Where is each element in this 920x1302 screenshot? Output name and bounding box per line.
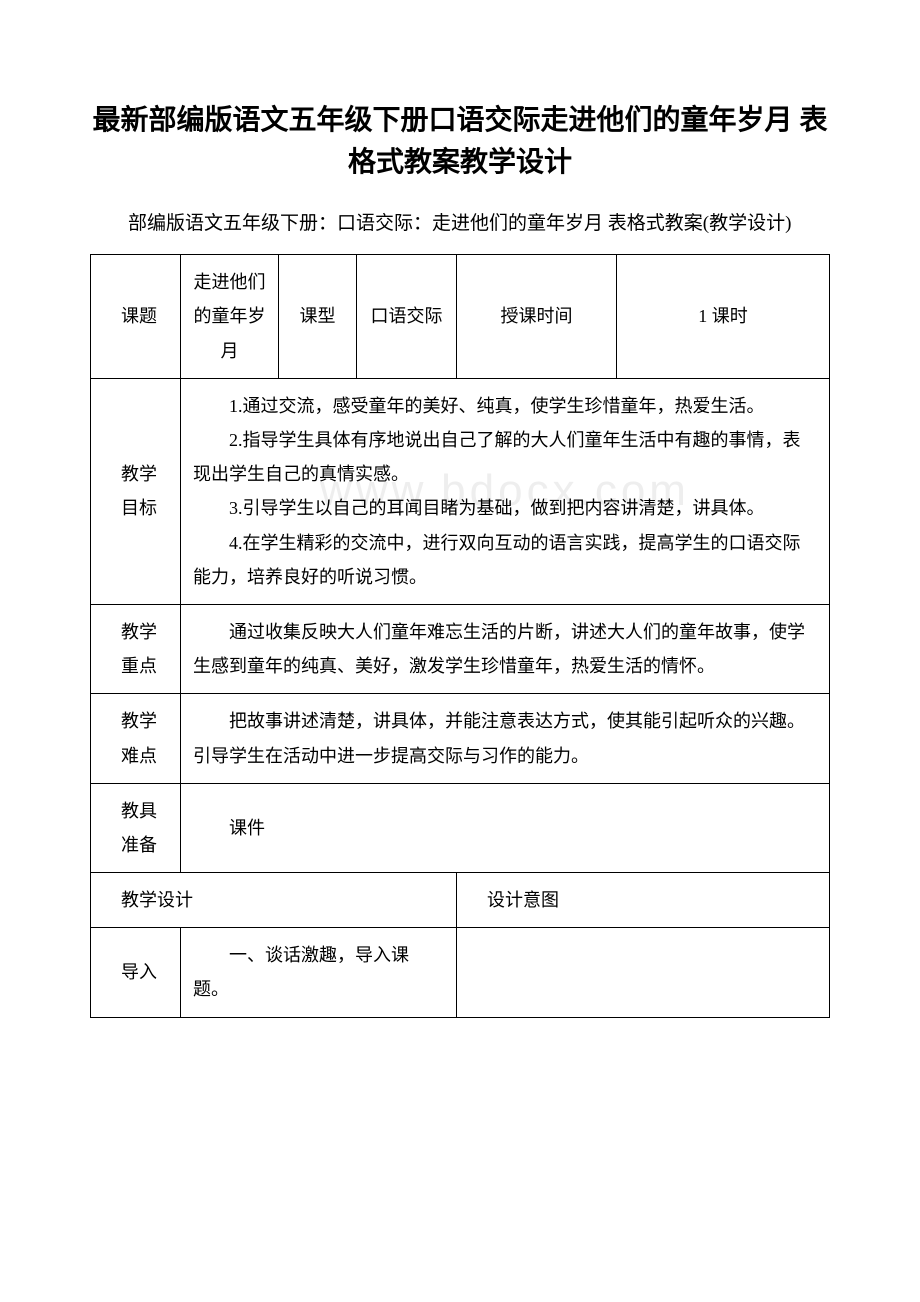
nandian-text: 把故事讲述清楚，讲具体，并能注意表达方式，使其能引起听众的兴趣。引导学生在活动中… — [193, 704, 817, 772]
label-jiaoxue-zhongdian: 教学 重点 — [91, 604, 181, 693]
zhongdian-text: 通过收集反映大人们童年难忘生活的片断，讲述大人们的童年故事，使学生感到童年的纯真… — [193, 615, 817, 683]
goal-item-2: 2.指导学生具体有序地说出自己了解的大人们童年生活中有趣的事情，表现出学生自己的… — [193, 423, 817, 491]
lesson-plan-table: 课题 走进他们的童年岁月 课型 口语交际 授课时间 1 课时 教学 目标 www… — [90, 254, 830, 1017]
value-keshi: 1 课时 — [617, 255, 830, 379]
content-jiaoju-zhunbei: 课件 — [181, 783, 830, 872]
row-daoru: 导入 一、谈话激趣，导入课题。 — [91, 928, 830, 1017]
goal-item-3: 3.引导学生以自己的耳闻目睹为基础，做到把内容讲清楚，讲具体。 — [193, 491, 817, 525]
label-jiaoxue-nandian: 教学 难点 — [91, 694, 181, 783]
kejian-text: 课件 — [193, 811, 817, 845]
row-jiaoxue-zhongdian: 教学 重点 通过收集反映大人们童年难忘生活的片断，讲述大人们的童年故事，使学生感… — [91, 604, 830, 693]
goal-item-4: 4.在学生精彩的交流中，进行双向互动的语言实践，提高学生的口语交际能力，培养良好… — [193, 526, 817, 594]
label-jiaoxue-mubiao: 教学 目标 — [91, 378, 181, 604]
document-title: 最新部编版语文五年级下册口语交际走进他们的童年岁月 表格式教案教学设计 — [90, 100, 830, 184]
content-jiaoxue-mubiao: www.bdocx.com 1.通过交流，感受童年的美好、纯真，使学生珍惜童年，… — [181, 378, 830, 604]
label-daoru: 导入 — [91, 928, 181, 1017]
content-jiaoxue-zhongdian: 通过收集反映大人们童年难忘生活的片断，讲述大人们的童年故事，使学生感到童年的纯真… — [181, 604, 830, 693]
row-design-header: 教学设计 设计意图 — [91, 873, 830, 928]
document-subtitle: 部编版语文五年级下册：口语交际：走进他们的童年岁月 表格式教案(教学设计) — [90, 208, 830, 240]
label-keti: 课题 — [91, 255, 181, 379]
row-jiaoxue-nandian: 教学 难点 把故事讲述清楚，讲具体，并能注意表达方式，使其能引起听众的兴趣。引导… — [91, 694, 830, 783]
content-daoru: 一、谈话激趣，导入课题。 — [181, 928, 457, 1017]
label-shouke-shijian: 授课时间 — [457, 255, 617, 379]
label-kexing: 课型 — [279, 255, 357, 379]
value-keti: 走进他们的童年岁月 — [181, 255, 279, 379]
value-kexing: 口语交际 — [357, 255, 457, 379]
label-jiaoxue-sheji: 教学设计 — [91, 873, 457, 928]
label-sheji-yitu: 设计意图 — [457, 873, 830, 928]
label-jiaoju-zhunbei: 教具 准备 — [91, 783, 181, 872]
row-jiaoju-zhunbei: 教具 准备 课件 — [91, 783, 830, 872]
goal-item-1: 1.通过交流，感受童年的美好、纯真，使学生珍惜童年，热爱生活。 — [193, 389, 817, 423]
daoru-text: 一、谈话激趣，导入课题。 — [193, 938, 444, 1006]
content-jiaoxue-nandian: 把故事讲述清楚，讲具体，并能注意表达方式，使其能引起听众的兴趣。引导学生在活动中… — [181, 694, 830, 783]
table-header-row: 课题 走进他们的童年岁月 课型 口语交际 授课时间 1 课时 — [91, 255, 830, 379]
content-sheji-yitu-empty — [457, 928, 830, 1017]
row-jiaoxue-mubiao: 教学 目标 www.bdocx.com 1.通过交流，感受童年的美好、纯真，使学… — [91, 378, 830, 604]
